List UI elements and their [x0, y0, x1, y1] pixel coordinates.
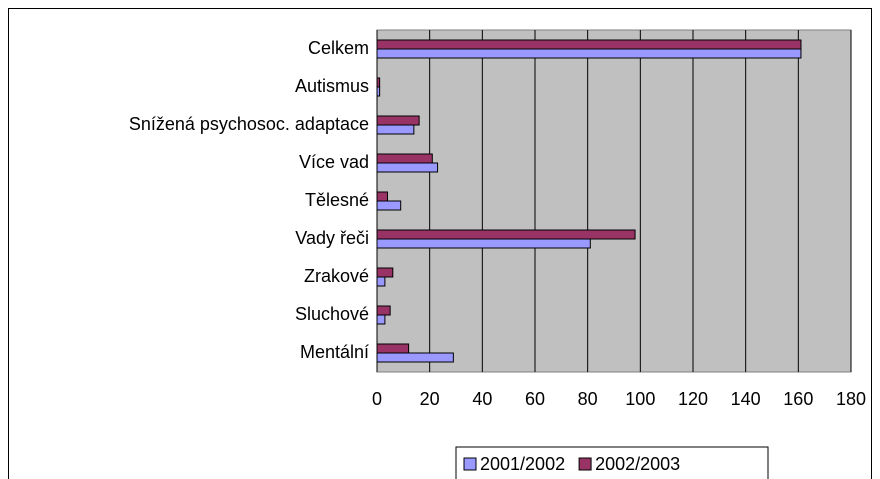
- bar: [376, 162, 439, 173]
- bar: [376, 238, 591, 249]
- y-tick-label: Snížená psychosoc. adaptace: [129, 114, 369, 134]
- legend-swatch: [463, 457, 477, 471]
- x-tick-label: 120: [678, 389, 708, 409]
- y-tick-label: Tělesné: [305, 190, 369, 210]
- x-tick-label: 40: [472, 389, 492, 409]
- bar: [376, 305, 391, 316]
- bar: [376, 314, 386, 325]
- x-tick-label: 60: [525, 389, 545, 409]
- y-tick-label: Zrakové: [304, 266, 369, 286]
- bar: [376, 200, 402, 211]
- y-tick-label: Mentální: [300, 342, 369, 362]
- bar: [376, 191, 389, 202]
- x-tick-label: 180: [836, 389, 866, 409]
- y-tick-label: Vady řeči: [295, 228, 369, 248]
- x-tick-label: 0: [372, 389, 382, 409]
- bar: [376, 276, 386, 287]
- y-tick-label: Více vad: [299, 152, 369, 172]
- legend-box: [455, 446, 769, 479]
- x-tick-label: 140: [731, 389, 761, 409]
- x-tick-label: 160: [783, 389, 813, 409]
- plot-area: [376, 29, 852, 373]
- bar: [376, 115, 420, 126]
- legend-label: 2001/2002: [480, 454, 565, 474]
- legend-swatch: [578, 457, 592, 471]
- x-tick-label: 20: [420, 389, 440, 409]
- y-tick-label: Celkem: [308, 38, 369, 58]
- bar: [376, 48, 802, 59]
- y-tick-label: Sluchové: [295, 304, 369, 324]
- bar: [376, 229, 636, 240]
- bar: [376, 352, 454, 363]
- y-tick-label: Autismus: [295, 76, 369, 96]
- x-tick-label: 80: [578, 389, 598, 409]
- bar: [376, 39, 802, 50]
- bar: [376, 124, 415, 135]
- bar: [376, 153, 433, 164]
- bar: [376, 267, 394, 278]
- x-tick-label: 100: [625, 389, 655, 409]
- bar: [376, 343, 410, 354]
- legend-label: 2002/2003: [595, 454, 680, 474]
